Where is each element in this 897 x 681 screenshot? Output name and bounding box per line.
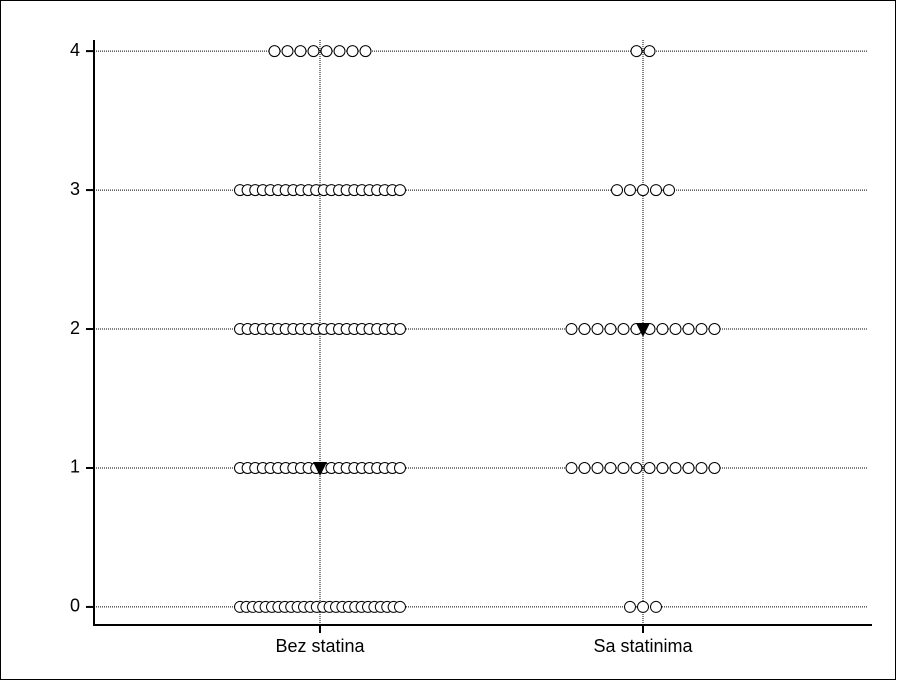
dot xyxy=(669,461,682,474)
x-tick-label: Bez statina xyxy=(275,636,365,656)
dot xyxy=(708,461,721,474)
y-tick-label: 0 xyxy=(70,596,80,616)
dot xyxy=(617,323,630,336)
dot xyxy=(578,461,591,474)
dot xyxy=(637,600,649,613)
dot xyxy=(346,45,359,58)
dot xyxy=(394,323,406,336)
dot xyxy=(611,184,623,197)
dot xyxy=(708,323,721,336)
y-tick-label: 4 xyxy=(70,40,80,60)
dot xyxy=(394,184,406,197)
dot xyxy=(643,45,656,58)
dot xyxy=(281,45,294,58)
dot xyxy=(394,461,406,474)
dot xyxy=(630,45,643,58)
dot xyxy=(695,461,708,474)
median-marker xyxy=(313,461,327,476)
y-tick-label: 3 xyxy=(70,179,80,199)
median-marker xyxy=(636,323,650,338)
dot xyxy=(617,461,630,474)
dot xyxy=(307,45,320,58)
dot xyxy=(268,45,281,58)
dot xyxy=(294,45,307,58)
dot xyxy=(591,461,604,474)
dot xyxy=(394,600,406,613)
dot xyxy=(650,600,662,613)
dot xyxy=(656,461,669,474)
dot xyxy=(630,461,643,474)
dot xyxy=(682,461,695,474)
dot xyxy=(669,323,682,336)
dot xyxy=(320,45,333,58)
dot xyxy=(565,461,578,474)
y-tick-label: 1 xyxy=(70,457,80,477)
dot xyxy=(695,323,708,336)
dot xyxy=(624,600,636,613)
dot xyxy=(624,184,636,197)
dot xyxy=(650,184,662,197)
dot xyxy=(604,461,617,474)
x-tick-label: Sa statinima xyxy=(593,636,693,656)
dot xyxy=(333,45,346,58)
dot xyxy=(643,461,656,474)
dot xyxy=(565,323,578,336)
dot xyxy=(578,323,591,336)
y-tick-label: 2 xyxy=(70,318,80,338)
dot xyxy=(591,323,604,336)
dot xyxy=(359,45,372,58)
dot xyxy=(656,323,669,336)
dot xyxy=(604,323,617,336)
dot xyxy=(637,184,649,197)
dot xyxy=(682,323,695,336)
dot xyxy=(663,184,675,197)
